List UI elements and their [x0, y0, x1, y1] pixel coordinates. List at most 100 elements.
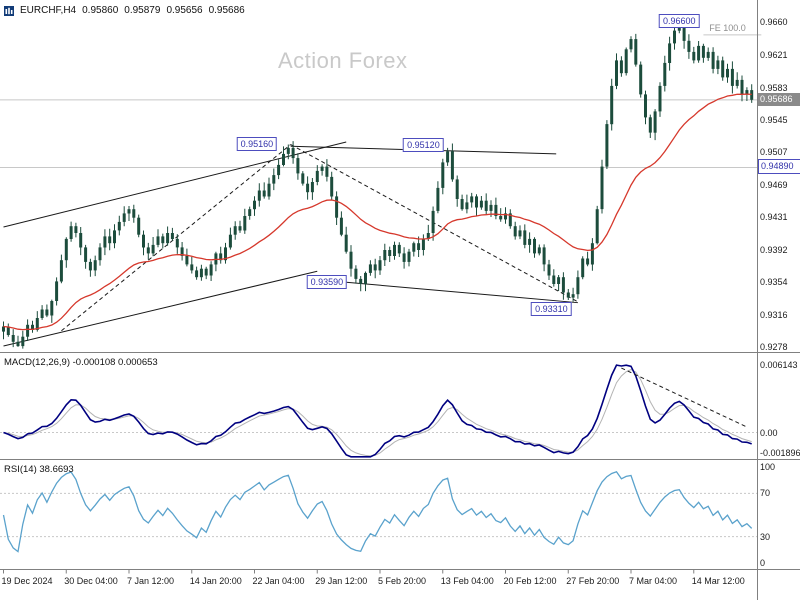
- candle-body: [262, 190, 266, 197]
- price-annotation[interactable]: 0.95160: [236, 136, 278, 151]
- candle-body: [629, 39, 633, 50]
- candle-body: [711, 51, 715, 69]
- candle-body: [50, 301, 54, 316]
- candle-body: [460, 199, 464, 210]
- candle-body: [233, 226, 237, 235]
- candle-body: [354, 268, 358, 279]
- candle-body: [6, 326, 10, 335]
- candle-body: [417, 243, 421, 250]
- candle-body: [335, 196, 339, 218]
- candle-body: [745, 90, 749, 95]
- candle-body: [504, 213, 507, 220]
- price-annotation[interactable]: 0.93590: [306, 275, 348, 290]
- candle-body: [581, 258, 585, 278]
- candle-body: [219, 253, 223, 261]
- candle-body: [412, 243, 416, 252]
- price-annotation[interactable]: 0.93310: [531, 301, 572, 316]
- candle-body: [185, 255, 189, 265]
- candle-body: [663, 62, 667, 86]
- candle-body: [209, 264, 213, 276]
- candle-body: [132, 209, 136, 218]
- macd-main-line: [3, 364, 752, 458]
- candle-body: [359, 278, 363, 284]
- candle-body: [716, 60, 720, 69]
- candle-body: [446, 151, 450, 163]
- candle-body: [677, 26, 681, 31]
- candle-body: [64, 238, 68, 261]
- candle-body: [339, 217, 343, 235]
- candle-body: [383, 250, 387, 261]
- candle-body: [639, 64, 643, 95]
- price-annotation[interactable]: 0.96600: [658, 14, 700, 29]
- candle-body: [282, 153, 285, 165]
- candle-body: [93, 260, 97, 271]
- candle-body: [740, 79, 744, 95]
- candle-body: [697, 45, 701, 61]
- candle-body: [166, 233, 170, 244]
- candle-body: [537, 247, 541, 254]
- candle-body: [35, 318, 39, 330]
- candle-body: [489, 204, 493, 211]
- candle-body: [142, 234, 145, 248]
- candle-body: [344, 234, 348, 252]
- candle-body: [668, 43, 672, 63]
- candle-body: [682, 26, 686, 41]
- candle-body: [301, 173, 305, 184]
- candle-body: [330, 176, 334, 197]
- candle-body: [450, 151, 454, 180]
- candle-body: [571, 294, 575, 298]
- candle-body: [426, 233, 430, 239]
- candle-body: [533, 238, 536, 254]
- candle-body: [557, 277, 561, 284]
- candle-body: [494, 204, 498, 216]
- candle-body: [692, 51, 696, 61]
- candle-body: [286, 147, 290, 154]
- candle-body: [701, 45, 705, 58]
- trendline: [3, 141, 347, 228]
- candle-body: [272, 175, 276, 184]
- candle-body: [224, 247, 227, 261]
- candle-body: [590, 243, 594, 265]
- candle-body: [561, 277, 565, 293]
- candle-body: [721, 60, 725, 78]
- candle-body: [349, 251, 353, 269]
- trendline: [61, 144, 292, 332]
- candle-body: [600, 166, 604, 210]
- price-annotation[interactable]: 0.95120: [403, 138, 444, 153]
- candle-body: [228, 234, 232, 248]
- candle-body: [523, 230, 527, 245]
- candle-body: [470, 196, 474, 203]
- candle-body: [542, 247, 546, 265]
- moving-average-line: [3, 93, 752, 331]
- candle-body: [402, 253, 406, 262]
- candle-body: [513, 226, 517, 237]
- candle-body: [658, 85, 662, 112]
- candle-body: [479, 200, 483, 208]
- candle-body: [393, 244, 396, 256]
- trendline: [346, 281, 578, 304]
- candle-body: [595, 209, 599, 244]
- candle-body: [306, 183, 310, 193]
- candle-body: [156, 236, 160, 245]
- candle-body: [11, 335, 15, 342]
- candle-body: [441, 162, 445, 188]
- candle-body: [277, 164, 281, 176]
- candle-body: [648, 117, 652, 133]
- candle-body: [267, 183, 271, 197]
- candle-body: [26, 324, 30, 337]
- candle-body: [113, 230, 116, 244]
- candle-body: [455, 179, 459, 199]
- candle-body: [610, 85, 614, 125]
- candle-body: [397, 244, 401, 254]
- candle-body: [644, 94, 647, 118]
- candle-body: [243, 216, 247, 231]
- candle-body: [378, 260, 382, 271]
- candle-body: [253, 200, 256, 210]
- candle-body: [706, 51, 710, 58]
- candle-body: [45, 309, 49, 316]
- candle-body: [726, 68, 729, 78]
- candle-body: [146, 247, 150, 254]
- candle-body: [364, 272, 367, 284]
- candle-body: [388, 250, 392, 256]
